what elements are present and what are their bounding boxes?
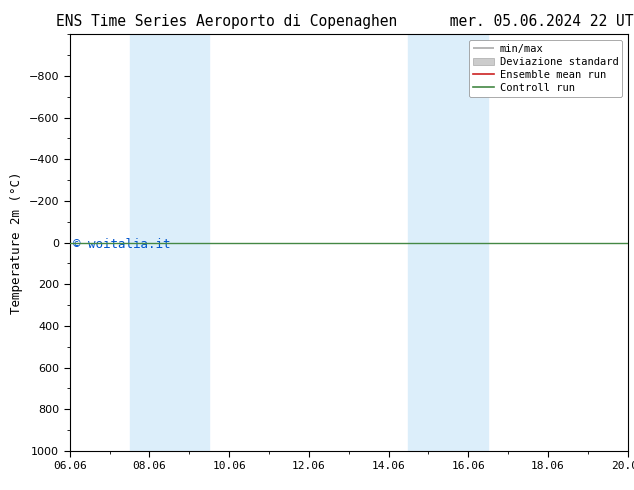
Bar xyxy=(169,34,209,451)
Bar xyxy=(129,34,169,451)
Legend: min/max, Deviazione standard, Ensemble mean run, Controll run: min/max, Deviazione standard, Ensemble m… xyxy=(469,40,623,97)
Bar xyxy=(448,34,488,451)
Y-axis label: Temperature 2m (°C): Temperature 2m (°C) xyxy=(10,172,23,314)
Text: © woitalia.it: © woitalia.it xyxy=(72,238,170,251)
Title: ENS Time Series Aeroporto di Copenaghen      mer. 05.06.2024 22 UTC: ENS Time Series Aeroporto di Copenaghen … xyxy=(56,14,634,29)
Bar xyxy=(408,34,448,451)
